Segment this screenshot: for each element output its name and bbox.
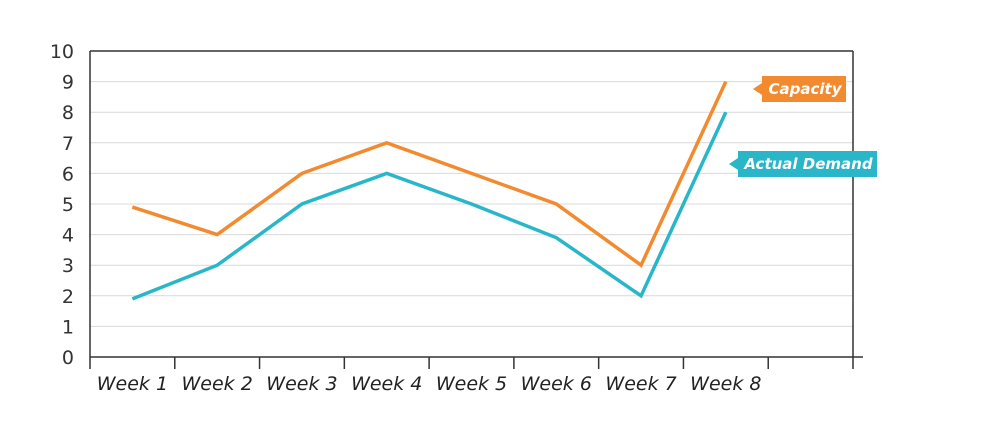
series-labels: Capacity Actual Demand <box>729 76 877 177</box>
series-line-capacity <box>131 80 728 268</box>
x-tick-label: Week 3 <box>266 373 337 395</box>
series-label-background <box>753 76 846 102</box>
y-tick-label: 5 <box>62 194 74 216</box>
x-tick-label: Week 6 <box>521 373 592 395</box>
x-tick-label: Week 7 <box>605 373 676 395</box>
x-tick-label: Week 2 <box>182 373 253 395</box>
x-tick-label: Week 5 <box>436 373 507 395</box>
series-label-text: Capacity <box>769 80 843 98</box>
y-tick-label: 4 <box>62 225 74 247</box>
y-tick-label: 1 <box>62 316 74 338</box>
gridlines <box>90 50 853 327</box>
series-label-background <box>729 151 877 177</box>
y-tick-label: 3 <box>62 255 74 277</box>
series-lines <box>131 80 728 301</box>
y-tick-label: 8 <box>62 102 74 124</box>
series-line-actual-demand <box>131 111 728 301</box>
axes <box>89 50 863 369</box>
x-tick-label: Week 8 <box>690 373 761 395</box>
series-label-tag: Capacity <box>753 76 846 102</box>
x-tick-label: Week 1 <box>97 373 168 395</box>
series-label-text: Actual Demand <box>743 155 872 173</box>
y-tick-label: 7 <box>62 133 74 155</box>
y-tick-label: 0 <box>62 347 74 369</box>
series-label-tag: Actual Demand <box>729 151 877 177</box>
x-axis-ticks: Week 1 Week 2 Week 3 Week 4 Week 5 Week 6 Week… <box>97 373 762 395</box>
y-tick-label: 9 <box>62 72 74 94</box>
y-tick-label: 2 <box>62 286 74 308</box>
x-tick-label: Week 4 <box>351 373 422 395</box>
y-axis-ticks: 0 1 2 3 4 5 6 7 8 9 10 <box>50 41 74 369</box>
y-tick-label: 6 <box>62 163 74 185</box>
y-tick-label: 10 <box>50 41 74 63</box>
